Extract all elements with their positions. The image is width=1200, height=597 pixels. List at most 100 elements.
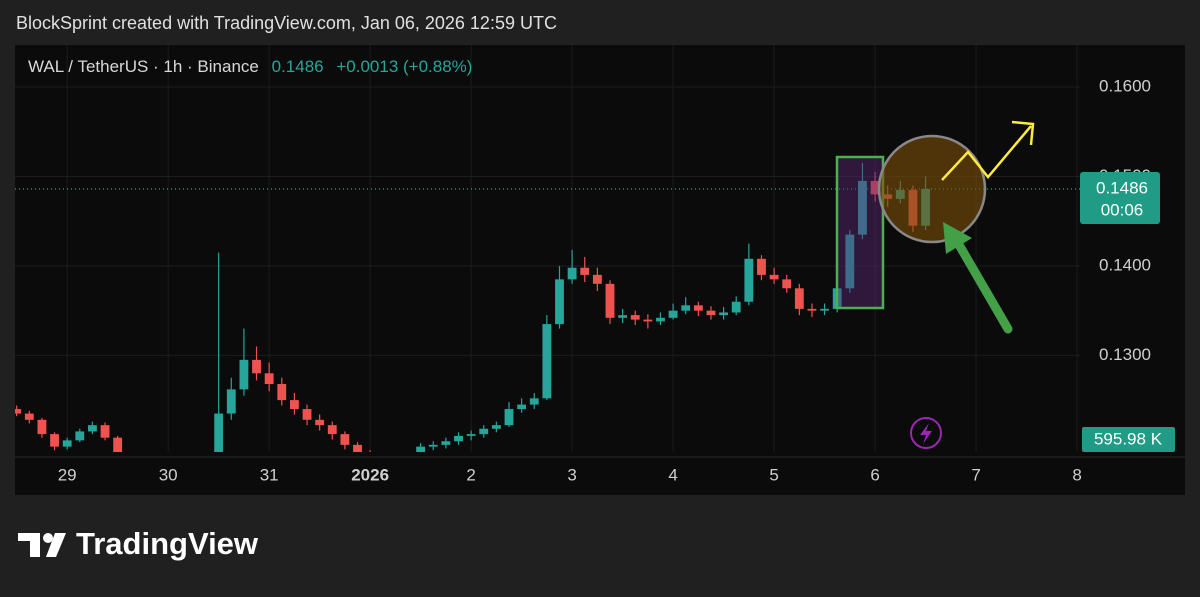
candle-body	[845, 234, 855, 289]
candle-body	[618, 315, 628, 318]
volume-label: 595.98 K	[1094, 429, 1163, 448]
candle-body	[50, 434, 59, 447]
candle-body	[252, 359, 261, 374]
symbol-legend: WAL / TetherUS · 1h · Binance 0.1486 +0.…	[28, 57, 472, 76]
brand: TradingView	[76, 526, 259, 561]
green-arrow	[953, 238, 1013, 334]
candle-body	[277, 384, 287, 401]
candle-body	[264, 373, 274, 385]
brand-logo	[18, 533, 66, 557]
candle-body	[113, 437, 123, 452]
candle-body	[24, 413, 34, 420]
candle-body	[820, 308, 830, 311]
candle-body	[226, 389, 236, 414]
y-tick-label: 0.1300	[1099, 345, 1151, 364]
x-tick-label: 3	[567, 465, 576, 484]
candle-body	[706, 310, 716, 316]
candle-body	[340, 434, 350, 445]
logo-part	[46, 533, 66, 557]
candle-body	[592, 274, 602, 284]
x-tick-label: 7	[971, 465, 980, 484]
overlay	[835, 120, 1035, 449]
green-arrowhead	[943, 222, 972, 254]
last-price-box	[1080, 172, 1160, 224]
candle-body	[794, 288, 804, 309]
candle-body	[542, 324, 552, 399]
logo-part	[30, 533, 40, 557]
yellow-arrow	[941, 125, 1032, 181]
alert-icon	[910, 417, 942, 449]
highlight-box	[835, 155, 885, 310]
candle-body	[454, 435, 463, 442]
x-tick-label: 30	[159, 465, 178, 484]
candle-body	[504, 409, 514, 426]
candle-body	[289, 400, 299, 410]
candle-body	[858, 180, 867, 235]
candle-body	[643, 319, 653, 322]
candle-body	[88, 425, 97, 432]
candle-body	[416, 446, 426, 452]
logo-part	[43, 533, 53, 543]
candle-body	[580, 267, 590, 275]
candle-body	[491, 425, 501, 429]
candle-body	[807, 308, 817, 311]
candle-body	[693, 305, 703, 311]
candle-body	[630, 315, 640, 320]
candle-body	[239, 359, 249, 390]
y-tick-label: 0.1400	[1099, 255, 1151, 274]
y-tick-label: 0.1600	[1099, 77, 1151, 96]
yellow-arrowhead	[1011, 120, 1035, 146]
candles	[15, 163, 1080, 452]
x-tick-label: 5	[769, 465, 778, 484]
axes: 0.13000.14000.15000.16002930312026234567…	[15, 77, 1185, 484]
alert-bolt	[920, 423, 932, 444]
candle-body	[302, 409, 312, 420]
x-tick-label: 2026	[351, 465, 389, 484]
volume-box	[1082, 427, 1175, 452]
candle-body	[719, 312, 729, 316]
x-tick-label: 8	[1072, 465, 1081, 484]
logo-part	[18, 533, 40, 541]
candle-body	[782, 279, 792, 289]
x-tick-label: 31	[260, 465, 279, 484]
last-text: 0.1486	[272, 57, 324, 76]
candle-body	[668, 310, 678, 318]
candle-body	[100, 425, 110, 438]
candle-body	[656, 317, 665, 322]
candle-body	[315, 419, 325, 426]
candle-body	[769, 274, 779, 280]
candle-body	[214, 413, 224, 452]
x-tick-label: 4	[668, 465, 677, 484]
candle-body	[529, 398, 539, 405]
candle-body	[567, 267, 577, 280]
chart-panel	[15, 45, 1185, 495]
change: +0.0013 (+0.88%)	[336, 57, 472, 76]
candle-body	[555, 279, 564, 325]
candle-body	[757, 258, 766, 275]
x-tick-label: 29	[58, 465, 77, 484]
countdown: 00:06	[1101, 200, 1144, 219]
candle-body	[327, 425, 337, 435]
x-tick-label: 2	[466, 465, 475, 484]
symbol: WAL / TetherUS · 1h · Binance	[28, 57, 259, 76]
x-tick-label: 6	[870, 465, 879, 484]
candle-body	[37, 419, 47, 435]
candle-body	[870, 180, 880, 195]
candle-body	[353, 444, 362, 452]
candle-body	[15, 409, 22, 414]
candle-body	[517, 404, 527, 410]
candle-body	[428, 444, 438, 447]
grid	[15, 45, 1080, 452]
candle-body	[681, 305, 691, 311]
candle-body	[441, 441, 451, 445]
credit: BlockSprint created with TradingView.com…	[16, 13, 557, 33]
countdown-price: 0.1486	[1096, 178, 1148, 197]
candle-body	[75, 431, 85, 441]
candle-body	[744, 258, 754, 302]
candle-body	[466, 434, 476, 436]
candle-body	[62, 440, 72, 447]
candle-body	[731, 301, 741, 313]
candle-body	[479, 428, 489, 435]
candle-body	[605, 283, 615, 318]
